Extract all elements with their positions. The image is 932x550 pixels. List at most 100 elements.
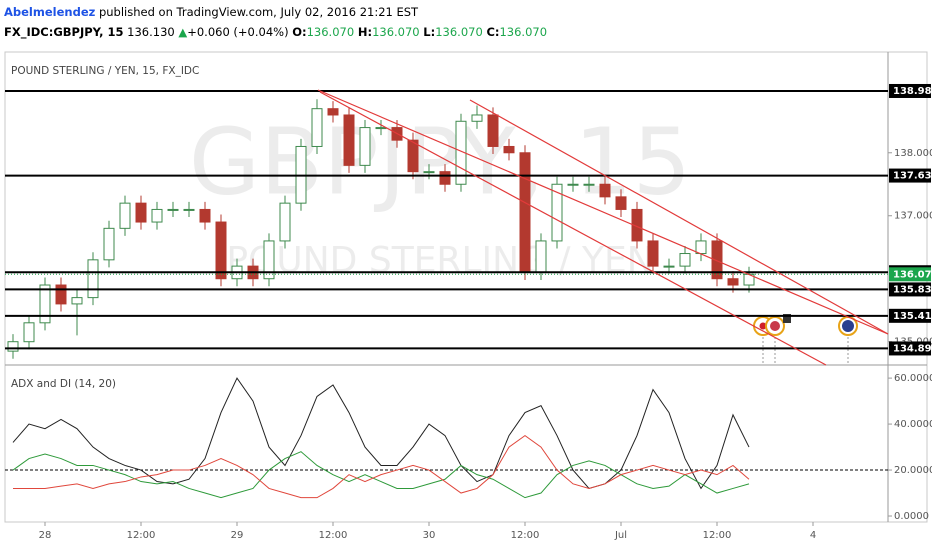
header: Abelmelendez published on TradingView.co… (4, 2, 928, 42)
candle-body (679, 253, 691, 267)
candle-body (503, 145, 515, 154)
x-tick-label: 12:00 (703, 530, 732, 541)
ohlc-value: 136.070 (435, 25, 483, 39)
candle-body (119, 202, 131, 229)
last-price: 136.130 (127, 25, 175, 39)
candle-body (535, 240, 547, 273)
series-line (12, 377, 750, 490)
ohlc-label: L: (423, 25, 436, 39)
up-arrow: ▲ (178, 25, 188, 39)
level-label-box (889, 168, 931, 183)
candle-body (279, 202, 291, 242)
candle-body (103, 227, 115, 261)
ohlc-value: 136.070 (499, 25, 548, 39)
x-tick-label: 12:00 (511, 530, 540, 541)
watermark: GBPJPY, 15 (189, 108, 691, 215)
candle-body (87, 259, 99, 299)
candle-body (327, 108, 339, 116)
candle-body (135, 202, 147, 223)
ohlc-label: H: (357, 25, 373, 39)
x-tick-label: 29 (231, 530, 244, 541)
candle-body (151, 208, 163, 223)
y-tick-label: 137.000 (894, 211, 932, 222)
y-tick-label: 40.0000 (894, 419, 932, 430)
candle-body (215, 221, 227, 280)
candle-body (183, 208, 195, 211)
x-tick-label: 28 (39, 530, 52, 541)
event-flag (842, 320, 854, 332)
level-label-box (889, 282, 931, 297)
candle-body (663, 265, 675, 268)
symbol-line: FX_IDC:GBPJPY, 15 136.130 ▲+0.060 (+0.04… (4, 22, 928, 42)
candle-body (7, 341, 19, 352)
candle-body (199, 208, 211, 223)
candle-body (263, 240, 275, 280)
y-tick-label: 138.000 (894, 148, 932, 159)
pane-title: POUND STERLING / YEN, 15, FX_IDC (11, 65, 199, 77)
x-tick-label: 4 (810, 530, 816, 541)
y-tick-label: 20.0000 (894, 465, 932, 476)
change: +0.060 (+0.04%) (187, 25, 289, 39)
level-label-box (889, 267, 931, 282)
candle-body (311, 108, 323, 147)
x-tick-label: Jul (614, 530, 627, 541)
candle-body (711, 240, 723, 280)
candle-body (615, 196, 627, 210)
candle-body (343, 114, 355, 166)
ohlc-label: C: (486, 25, 500, 39)
channel-line (469, 99, 889, 335)
trendlines (317, 89, 889, 366)
candle-body (471, 114, 483, 122)
ohlc-value: 136.070 (306, 25, 355, 39)
level-label: 135.411 (893, 311, 932, 322)
level-label-box (889, 83, 931, 98)
candle-body (519, 152, 531, 273)
candle-body (599, 183, 611, 198)
level-label: 138.981 (893, 86, 932, 97)
level-label-box (889, 308, 931, 323)
candle-body (71, 297, 83, 305)
publish-line: Abelmelendez published on TradingView.co… (4, 2, 928, 22)
channel-line (317, 89, 889, 335)
candle-body (583, 183, 595, 186)
x-tick-label: 12:00 (127, 530, 156, 541)
channel-line (319, 91, 827, 366)
candle-body (359, 127, 371, 166)
candle-body (23, 322, 35, 343)
candle-body (631, 208, 643, 242)
candle-body (39, 284, 51, 324)
events (753, 314, 858, 365)
author[interactable]: Abelmelendez (4, 5, 96, 19)
candle-body (439, 171, 451, 185)
event-flag (770, 321, 780, 331)
y-tick-label: 60.0000 (894, 373, 932, 384)
ohlc-label: O: (292, 25, 307, 39)
level-label: 135.830 (893, 284, 932, 295)
candle-body (487, 114, 499, 147)
x-tick-label: 12:00 (319, 530, 348, 541)
level-label: 136.070 (893, 269, 932, 280)
x-tick-label: 30 (423, 530, 436, 541)
candle-body (647, 240, 659, 267)
event-flag (759, 322, 767, 330)
candle-body (375, 127, 387, 130)
candle-body (695, 240, 707, 255)
y-tick-label: 0.0000 (894, 511, 929, 522)
published: published on TradingView.com, July 02, 2… (98, 5, 419, 19)
candle-body (567, 183, 579, 186)
candle-body (407, 139, 419, 173)
event-badge (783, 314, 791, 323)
candle-body (423, 171, 435, 174)
candle-body (551, 183, 563, 242)
level-label-box (889, 341, 931, 356)
level-label: 134.893 (893, 343, 932, 354)
level-label: 137.638 (893, 171, 932, 182)
pane-title: ADX and DI (14, 20) (11, 378, 116, 390)
series-line (13, 434, 750, 499)
candle-body (727, 278, 739, 286)
candle-body (167, 208, 179, 211)
series-line (12, 451, 750, 499)
ohlc-value: 136.070 (372, 25, 420, 39)
